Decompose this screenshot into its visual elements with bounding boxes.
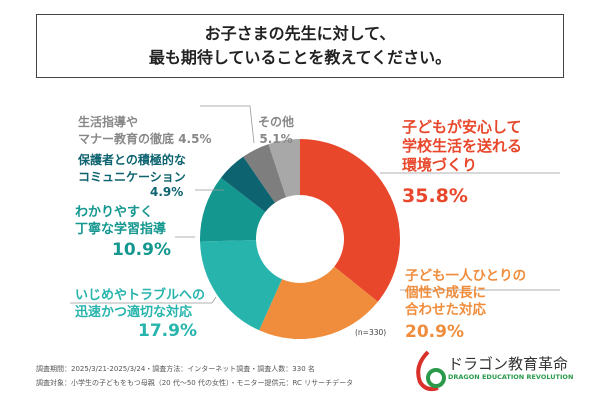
title-line2: 最も期待していることを教えてください。 (148, 48, 452, 67)
label-slice-6: その他 5.1% (258, 115, 295, 146)
label-slice-5: 生活指導や マナー教育の徹底 4.5% (78, 115, 212, 146)
sample-size: (n=330) (355, 328, 387, 337)
leader-lines (70, 105, 560, 304)
donut-slice-5 (243, 144, 287, 203)
donut-slice-1 (259, 266, 378, 339)
title-line1: お子さまの先生に対して、 (204, 24, 396, 43)
donut-slice-3 (200, 177, 266, 242)
value-slice-2: 17.9% (138, 321, 197, 341)
label-slice-4: 保護者との積極的な コミュニケーション (78, 153, 186, 184)
donut-slice-0 (300, 139, 400, 302)
label-slice-3: わかりやすく 丁寧な学習指導 (75, 205, 167, 237)
donut-slice-4 (220, 156, 276, 213)
footer-line1: 調査期間：2025/3/21-2025/3/24・調査方法：インターネット調査・… (36, 365, 315, 373)
value-slice-1: 20.9% (405, 322, 464, 342)
logo-name: ドラゴン教育革命 (448, 355, 569, 373)
label-slice-2: いじめやトラブルへの 迅速かつ適切な対応 (75, 288, 206, 320)
footer-line2: 調査対象：小学生の子どもをもつ母親（20 代～50 代の女性）・モニター提供元：… (36, 379, 354, 387)
value-slice-3: 10.9% (112, 240, 171, 260)
donut-slice-2 (200, 240, 283, 331)
label-slice-1: 子ども一人ひとりの 個性や成長に 合わせた対応 (405, 268, 527, 318)
donut-slice-6 (268, 139, 300, 198)
title-box: お子さまの先生に対して、 最も期待していることを教えてください。 (36, 14, 564, 78)
logo-subtitle: DRAGON EDUCATION REVOLUTION (448, 373, 574, 381)
value-slice-4: 4.9% (150, 185, 184, 199)
label-slice-0: 子どもが安心して 学校生活を送れる 環境づくり 35.8% (402, 118, 523, 207)
